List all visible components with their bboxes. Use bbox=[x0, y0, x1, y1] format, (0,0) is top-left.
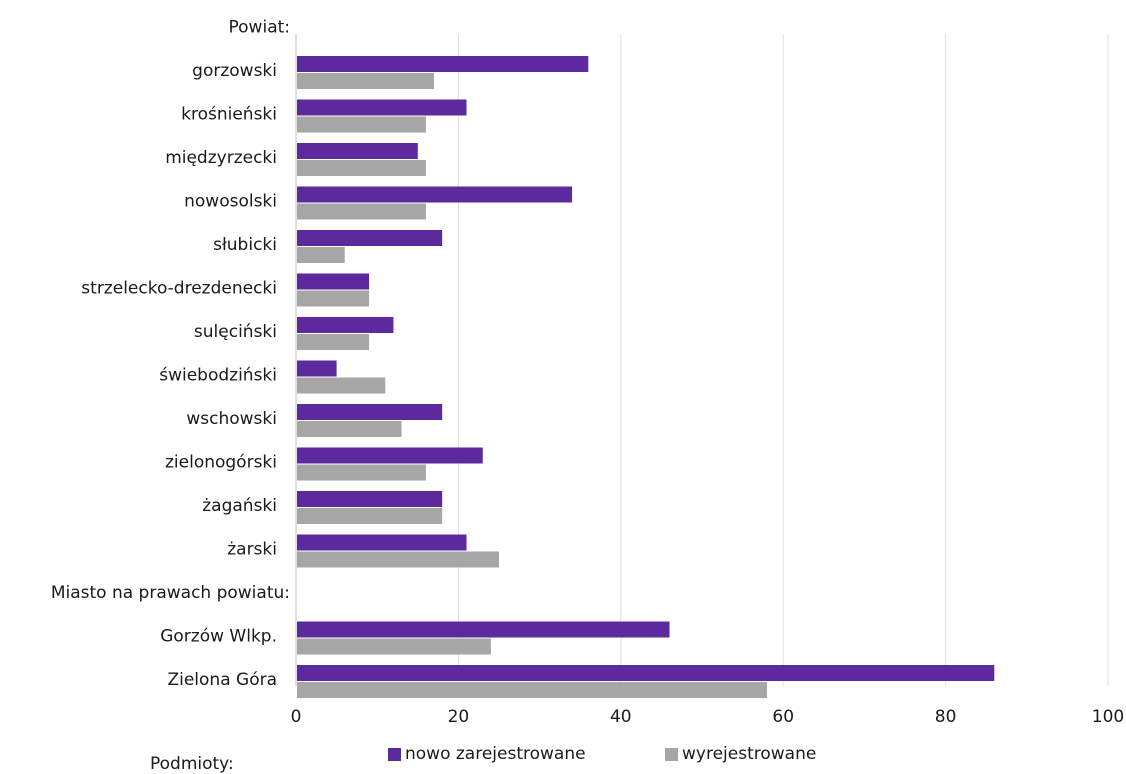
category-label: zielonogórski bbox=[165, 453, 277, 473]
group-header-label: Miasto na prawach powiatu: bbox=[51, 583, 290, 603]
bar-removed bbox=[297, 73, 435, 89]
bar-new bbox=[297, 317, 394, 333]
bar-new bbox=[297, 99, 467, 116]
bar-removed bbox=[297, 247, 345, 263]
legend-label-removed: wyrejestrowane bbox=[682, 744, 817, 764]
bar-new bbox=[297, 143, 418, 159]
legend-swatch-removed bbox=[665, 747, 678, 761]
bar-new bbox=[297, 534, 467, 551]
bar-removed bbox=[297, 682, 767, 698]
bar-new bbox=[297, 491, 443, 507]
category-label: żagański bbox=[202, 496, 277, 516]
category-label: wschowski bbox=[186, 409, 277, 429]
group-header-label: Powiat: bbox=[229, 18, 290, 38]
bar-removed bbox=[297, 377, 386, 394]
bar-new bbox=[297, 447, 483, 464]
legend-label-new: nowo zarejestrowane bbox=[405, 744, 586, 764]
bar-removed bbox=[297, 290, 370, 307]
category-label: nowosolski bbox=[184, 192, 277, 212]
legend: Podmioty: nowo zarejestrowane wyrejestro… bbox=[0, 744, 1126, 774]
category-label: gorzowski bbox=[192, 61, 277, 81]
category-label: Gorzów Wlkp. bbox=[160, 627, 277, 647]
category-label: Zielona Góra bbox=[167, 670, 277, 690]
bar-new bbox=[297, 404, 443, 420]
x-tick-label: 40 bbox=[610, 707, 632, 727]
bar-removed bbox=[297, 334, 370, 350]
bar-removed bbox=[297, 464, 426, 481]
category-label: żarski bbox=[227, 540, 277, 560]
x-tick-label: 60 bbox=[772, 707, 794, 727]
bar-removed bbox=[297, 116, 426, 133]
bar-new bbox=[297, 186, 573, 203]
category-label: krośnieński bbox=[181, 105, 277, 125]
bar-removed bbox=[297, 203, 426, 220]
bar-chart-plot: 0 20 40 60 80 100 Powiat: gorzowski krośnieński m… bbox=[51, 18, 1124, 728]
legend-title: Podmioty: bbox=[150, 754, 234, 774]
bar-removed bbox=[297, 160, 426, 176]
category-label: świebodziński bbox=[159, 366, 277, 386]
x-tick-label: 100 bbox=[1092, 707, 1124, 727]
category-label: sulęciński bbox=[194, 322, 277, 342]
x-tick-label: 20 bbox=[448, 707, 470, 727]
bar-removed bbox=[297, 508, 443, 524]
legend-swatch-new bbox=[388, 747, 401, 761]
bar-new bbox=[297, 230, 443, 246]
category-label: słubicki bbox=[213, 235, 277, 255]
bar-new bbox=[297, 360, 337, 377]
bar-new bbox=[297, 665, 995, 681]
legend-item-new: nowo zarejestrowane bbox=[388, 744, 586, 764]
bar-removed bbox=[297, 551, 499, 568]
bar-new bbox=[297, 56, 589, 72]
bar-removed bbox=[297, 638, 491, 655]
legend-item-removed: wyrejestrowane bbox=[665, 744, 816, 764]
x-tick-label: 80 bbox=[935, 707, 957, 727]
x-tick-label: 0 bbox=[291, 707, 302, 727]
category-label: strzelecko-drezdenecki bbox=[81, 279, 277, 299]
bar-new bbox=[297, 621, 670, 638]
bar-removed bbox=[297, 421, 402, 437]
category-label: międzyrzecki bbox=[165, 148, 277, 168]
bar-new bbox=[297, 273, 370, 290]
